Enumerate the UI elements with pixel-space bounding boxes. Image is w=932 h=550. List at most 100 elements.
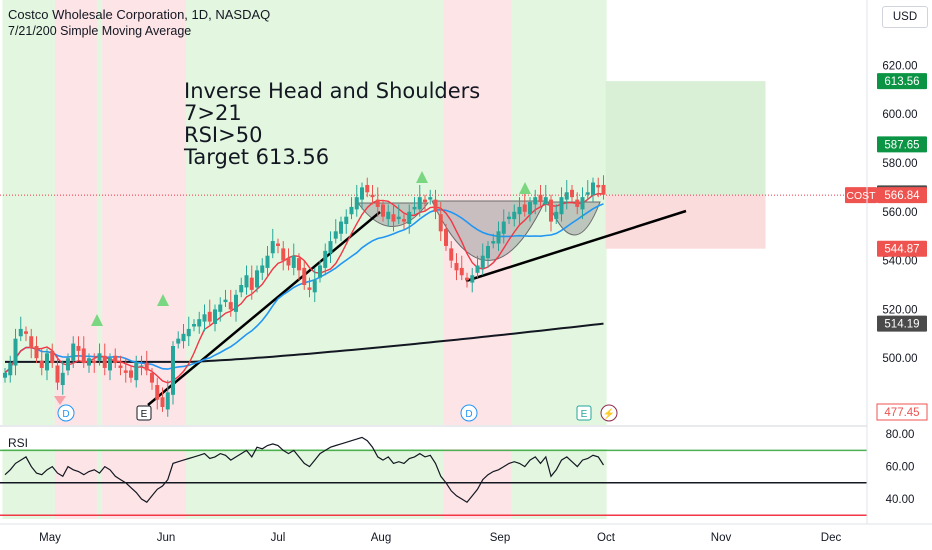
candle: [391, 204, 396, 232]
rsi-regime-band: [532, 449, 539, 519]
candle-body: [528, 202, 532, 215]
rsi-regime-band: [317, 449, 324, 519]
regime-band: [317, 0, 324, 425]
rsi-regime-band: [191, 449, 198, 519]
candle-body: [87, 358, 91, 366]
candle: [24, 326, 28, 342]
candle-body: [412, 206, 417, 210]
candle: [428, 189, 433, 205]
regime-band: [49, 0, 56, 425]
candle-body: [512, 211, 517, 220]
rsi-regime-band: [417, 449, 423, 519]
candle: [113, 348, 118, 368]
price-axis-tick: 580.00: [882, 158, 917, 170]
event-marker: E: [136, 405, 152, 421]
candle-body: [480, 255, 485, 268]
price-label-text: 477.45: [884, 407, 919, 419]
currency-button[interactable]: USD: [882, 6, 928, 28]
candle-body: [475, 265, 480, 273]
rsi-axis-tick: 60.00: [886, 462, 915, 474]
split-marker: [600, 404, 618, 422]
event-marker-label: D: [62, 409, 69, 420]
candle-body: [428, 197, 433, 200]
candle-body: [155, 385, 160, 400]
candle-body: [144, 363, 149, 371]
regime-band: [207, 0, 213, 425]
rsi-regime-band: [322, 449, 329, 519]
rsi-regime-band: [579, 449, 586, 519]
trendline-uptrend: [147, 211, 381, 406]
regime-band: [222, 0, 229, 425]
chart-title: Costco Wholesale Corporation, 1D, NASDAQ: [8, 7, 271, 22]
rsi-regime-band: [123, 449, 129, 519]
regime-background: [2, 0, 607, 519]
candle-body: [276, 243, 280, 246]
rsi-regime-band: [222, 449, 229, 519]
candle-body: [108, 358, 112, 371]
candle-body: [13, 338, 18, 366]
candle-body: [244, 275, 249, 288]
candle: [207, 299, 212, 327]
rsi-regime-band: [81, 449, 87, 519]
candle: [165, 380, 170, 417]
candle: [491, 233, 496, 249]
rsi-regime-band: [338, 449, 345, 519]
candle-body: [328, 241, 333, 254]
regime-band: [243, 0, 250, 425]
rsi-regime-band: [469, 449, 476, 519]
candle: [286, 248, 291, 271]
candle: [223, 289, 228, 307]
candle: [29, 328, 34, 359]
time-axis-label: Nov: [711, 532, 732, 544]
candle-body: [601, 184, 606, 195]
rsi-regime-band: [149, 449, 156, 519]
candle: [244, 265, 249, 295]
candle: [186, 316, 191, 346]
candle: [270, 228, 275, 259]
candle: [297, 253, 301, 281]
rsi-regime-band: [243, 449, 250, 519]
rsi-regime-band: [254, 449, 261, 519]
regime-band: [312, 0, 318, 425]
candle-body: [139, 365, 144, 367]
rsi-regime-band: [522, 449, 528, 519]
candle-body: [501, 221, 506, 234]
candle-body: [34, 346, 39, 359]
candle: [307, 277, 312, 298]
regime-band: [144, 0, 150, 425]
rsi-regime-band: [390, 449, 397, 519]
rsi-regime-band: [228, 449, 234, 519]
candle-body: [360, 187, 364, 200]
candle: [302, 260, 307, 290]
rsi-pane-label: RSI: [8, 436, 29, 450]
regime-band: [301, 0, 308, 425]
candle-body: [92, 360, 97, 364]
candle: [45, 348, 49, 381]
candle-body: [202, 314, 207, 322]
candle-body: [564, 192, 569, 200]
candle-body: [102, 355, 107, 368]
price-label-sma200: [877, 315, 927, 332]
regime-band: [264, 0, 271, 425]
time-axis-label: Sep: [490, 532, 510, 544]
rsi-regime-band: [264, 449, 271, 519]
rsi-regime-band: [516, 449, 523, 519]
regime-band: [217, 0, 224, 425]
regime-band: [65, 0, 72, 425]
candle: [87, 353, 91, 373]
rsi-regime-band: [296, 449, 303, 519]
rsi-regime-band: [133, 449, 140, 519]
price-label-last: [877, 187, 927, 204]
candle-body: [433, 199, 438, 212]
rsi-regime-band: [474, 449, 481, 519]
candle-body: [365, 184, 370, 193]
candle: [454, 253, 459, 281]
rsi-regime-band: [432, 449, 439, 519]
rsi-regime-band: [217, 449, 224, 519]
regime-band: [280, 0, 287, 425]
rsi-regime-band: [207, 449, 213, 519]
candle: [155, 377, 160, 410]
regime-band: [212, 0, 219, 425]
rsi-regime-band: [186, 449, 192, 519]
